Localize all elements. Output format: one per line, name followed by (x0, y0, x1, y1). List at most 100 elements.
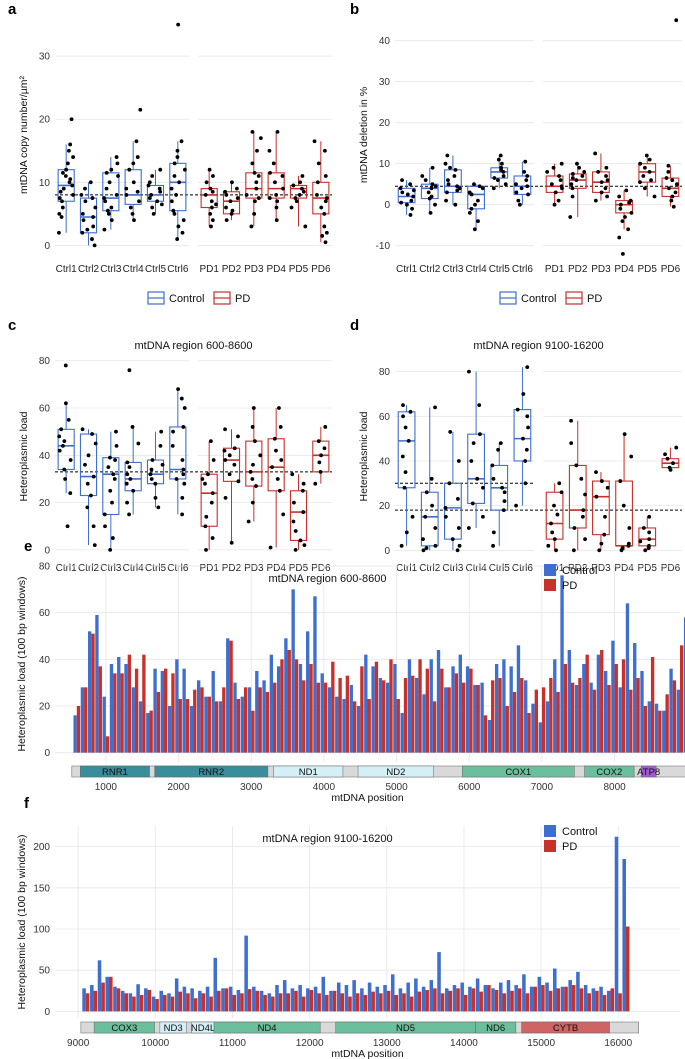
data-point (559, 161, 564, 166)
data-point (430, 182, 435, 187)
data-point (445, 153, 450, 158)
data-point (277, 406, 281, 410)
bar-pd (403, 678, 408, 753)
data-point (159, 202, 164, 207)
bar-control (618, 687, 622, 753)
bar-pd (394, 994, 399, 1012)
data-point (500, 485, 505, 490)
bar-pd (255, 990, 260, 1012)
bar-control (502, 659, 506, 753)
data-point (175, 148, 180, 153)
data-point (127, 512, 131, 517)
bar-control (483, 985, 488, 1012)
gene-label: ND4 (258, 1023, 277, 1034)
bar-pd (498, 678, 502, 753)
bar-pd (578, 678, 582, 753)
bar-pd (316, 682, 320, 753)
x-tick-label: Ctrl6 (512, 563, 534, 574)
data-point (570, 176, 575, 180)
data-point (582, 170, 587, 174)
data-point (182, 481, 187, 486)
gene-block-nd1 (273, 765, 344, 778)
data-point (318, 469, 323, 474)
data-point (251, 462, 255, 467)
y-tick-label: 0 (44, 1007, 50, 1018)
data-point (455, 497, 460, 501)
data-point (183, 167, 187, 172)
bar-pd (592, 689, 597, 753)
data-point (405, 192, 410, 197)
bar-control (175, 659, 179, 753)
bar-pd (621, 659, 626, 753)
gene-block-cox1 (462, 765, 575, 778)
data-point (498, 441, 503, 445)
bar-pd (240, 993, 244, 1012)
data-point (316, 439, 321, 444)
data-point (638, 161, 643, 166)
data-point (124, 186, 129, 191)
bar-pd (587, 993, 591, 1012)
data-point (300, 174, 305, 178)
bar-pd (579, 988, 584, 1012)
data-point (182, 406, 187, 410)
bar-control (306, 988, 310, 1012)
data-point (159, 429, 164, 434)
bar-pd (600, 650, 604, 753)
gene-label: ND3 (164, 1023, 183, 1034)
bar-pd (456, 988, 460, 1012)
x-axis-label: mtDNA position (331, 792, 404, 804)
bar-pd (534, 689, 538, 753)
bar-control (211, 671, 215, 753)
bar-pd (294, 990, 298, 1012)
data-point (224, 205, 228, 210)
y-tick-label: 100 (33, 925, 50, 936)
bar-pd (271, 996, 275, 1012)
data-point (92, 243, 97, 248)
bar-pd (454, 673, 459, 753)
bar-pd (232, 994, 237, 1012)
x-tick-label: 15000 (527, 1038, 555, 1049)
bar-pd (273, 682, 277, 753)
bar-pd (433, 988, 437, 1012)
data-point (130, 211, 135, 216)
bar-pd (494, 989, 499, 1012)
data-point (551, 165, 556, 170)
bar-pd (448, 990, 453, 1012)
bar-control (480, 682, 484, 753)
data-point (514, 503, 518, 508)
data-point (69, 117, 74, 122)
gene-label: ND6 (486, 1023, 505, 1034)
data-point (57, 196, 62, 200)
x-tick-label: Ctrl4 (123, 264, 145, 275)
data-point (670, 178, 675, 183)
data-point (490, 463, 495, 468)
bar-control (80, 687, 85, 753)
data-point (524, 447, 529, 452)
bar-control (622, 858, 626, 1012)
bar-pd (525, 993, 530, 1012)
data-point (256, 174, 261, 178)
data-point (315, 193, 319, 197)
data-point (499, 161, 504, 166)
bar-control (267, 993, 272, 1012)
bar-pd (116, 988, 121, 1012)
data-point (523, 159, 528, 164)
bar-control (451, 666, 455, 753)
bar-control (182, 986, 187, 1012)
data-point (108, 548, 113, 552)
bar-control (205, 986, 210, 1012)
bar-pd (533, 986, 537, 1012)
bar-control (509, 666, 513, 753)
data-point (279, 458, 284, 462)
bar-pd (149, 710, 153, 753)
bar-pd (178, 699, 182, 753)
data-point (80, 211, 85, 216)
x-tick-label: Ctrl5 (145, 264, 167, 275)
data-point (409, 198, 414, 203)
y-tick-label: 50 (39, 966, 51, 977)
data-point (176, 387, 180, 392)
data-point (250, 500, 255, 505)
data-point (116, 174, 120, 178)
y-tick-label: 40 (39, 451, 51, 462)
data-point (521, 436, 525, 441)
